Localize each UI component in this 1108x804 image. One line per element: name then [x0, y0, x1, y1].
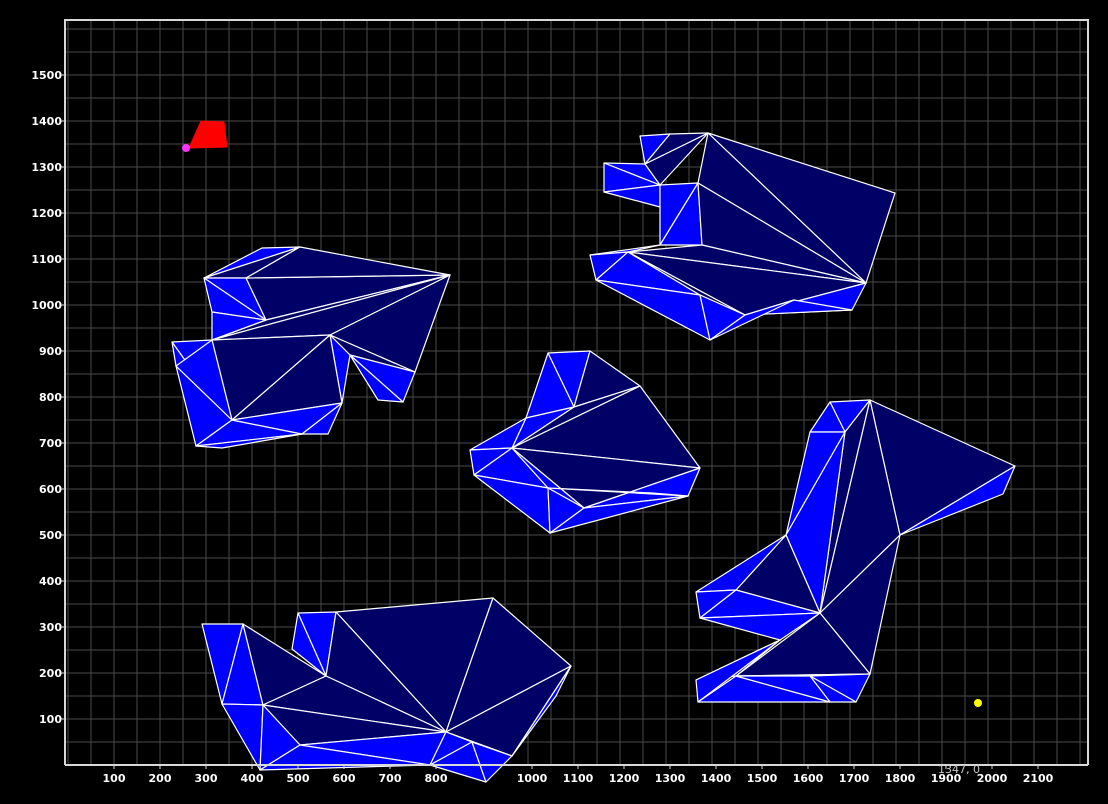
x-tick-label: 1500: [747, 772, 778, 785]
obstacle-facet: [549, 495, 689, 534]
y-tick-label: 800: [39, 391, 62, 404]
obstacle-facet: [644, 132, 709, 165]
x-tick-label: 800: [425, 772, 448, 785]
x-tick-label: 1100: [563, 772, 594, 785]
x-tick-label: 2000: [977, 772, 1008, 785]
start-point[interactable]: [182, 144, 190, 152]
goal-point[interactable]: [974, 699, 982, 707]
obstacle-facet: [211, 311, 267, 341]
x-tick-label: 1400: [701, 772, 732, 785]
obstacle-facet: [695, 639, 781, 703]
x-tick-label: 400: [241, 772, 264, 785]
y-tick-label: 1500: [31, 69, 62, 82]
obstacle-facet: [547, 487, 689, 497]
x-tick-label: 1700: [839, 772, 870, 785]
y-tick-label: 900: [39, 345, 62, 358]
x-tick-label: 1800: [885, 772, 916, 785]
y-tick-label: 1000: [31, 299, 62, 312]
obstacle-facet: [511, 665, 572, 757]
x-tick-label: 300: [195, 772, 218, 785]
x-tick-label: 100: [103, 772, 126, 785]
obstacle-facet: [349, 354, 404, 403]
y-tick-label: 600: [39, 483, 62, 496]
y-tick-label: 100: [39, 713, 62, 726]
x-tick-label: 1300: [655, 772, 686, 785]
x-tick-label: 1600: [793, 772, 824, 785]
obstacles: [171, 120, 1016, 783]
x-tick-label: 2100: [1023, 772, 1054, 785]
x-tick-label: 200: [149, 772, 172, 785]
cursor-coordinate-readout: 1347, 0: [938, 763, 980, 776]
obstacle-facet: [899, 465, 1016, 536]
obstacle-facet: [699, 612, 821, 641]
obstacle-facet: [291, 612, 327, 677]
y-tick-label: 700: [39, 437, 62, 450]
y-tick-label: 1400: [31, 115, 62, 128]
obstacle-facet: [195, 433, 303, 449]
frame-border: [64, 19, 1089, 765]
y-tick-label: 1300: [31, 161, 62, 174]
y-tick-label: 500: [39, 529, 62, 542]
x-axis-ticks: 100 200 300 400 500 600 700 800 1000 1100 1200 1300…: [103, 765, 1054, 785]
x-tick-label: 600: [333, 772, 356, 785]
x-tick-label: 700: [379, 772, 402, 785]
y-tick-label: 1200: [31, 207, 62, 220]
x-tick-label: 1200: [609, 772, 640, 785]
obstacle-facet: [709, 299, 795, 341]
viewport-frame: [64, 19, 1089, 766]
obstacle-facet: [471, 741, 513, 783]
y-tick-label: 400: [39, 575, 62, 588]
obstacle-facet: [245, 246, 451, 279]
y-tick-label: 300: [39, 621, 62, 634]
obstacle-facet: [175, 339, 233, 421]
obstacle-facet: [301, 402, 343, 435]
obstacle-facet: [259, 744, 431, 771]
robot-shape: [188, 120, 228, 149]
x-tick-label: 500: [287, 772, 310, 785]
y-tick-label: 200: [39, 667, 62, 680]
markers: [182, 144, 982, 707]
x-tick-label: 1000: [517, 772, 548, 785]
x-tick-label: 1900: [931, 772, 962, 785]
y-axis-ticks: 100 200 300 400 500 600 700 800 900 1000 1100 1200 1…: [31, 69, 65, 726]
obstacle-facet: [221, 703, 264, 771]
y-tick-label: 1100: [31, 253, 62, 266]
obstacle-facet: [735, 675, 831, 703]
